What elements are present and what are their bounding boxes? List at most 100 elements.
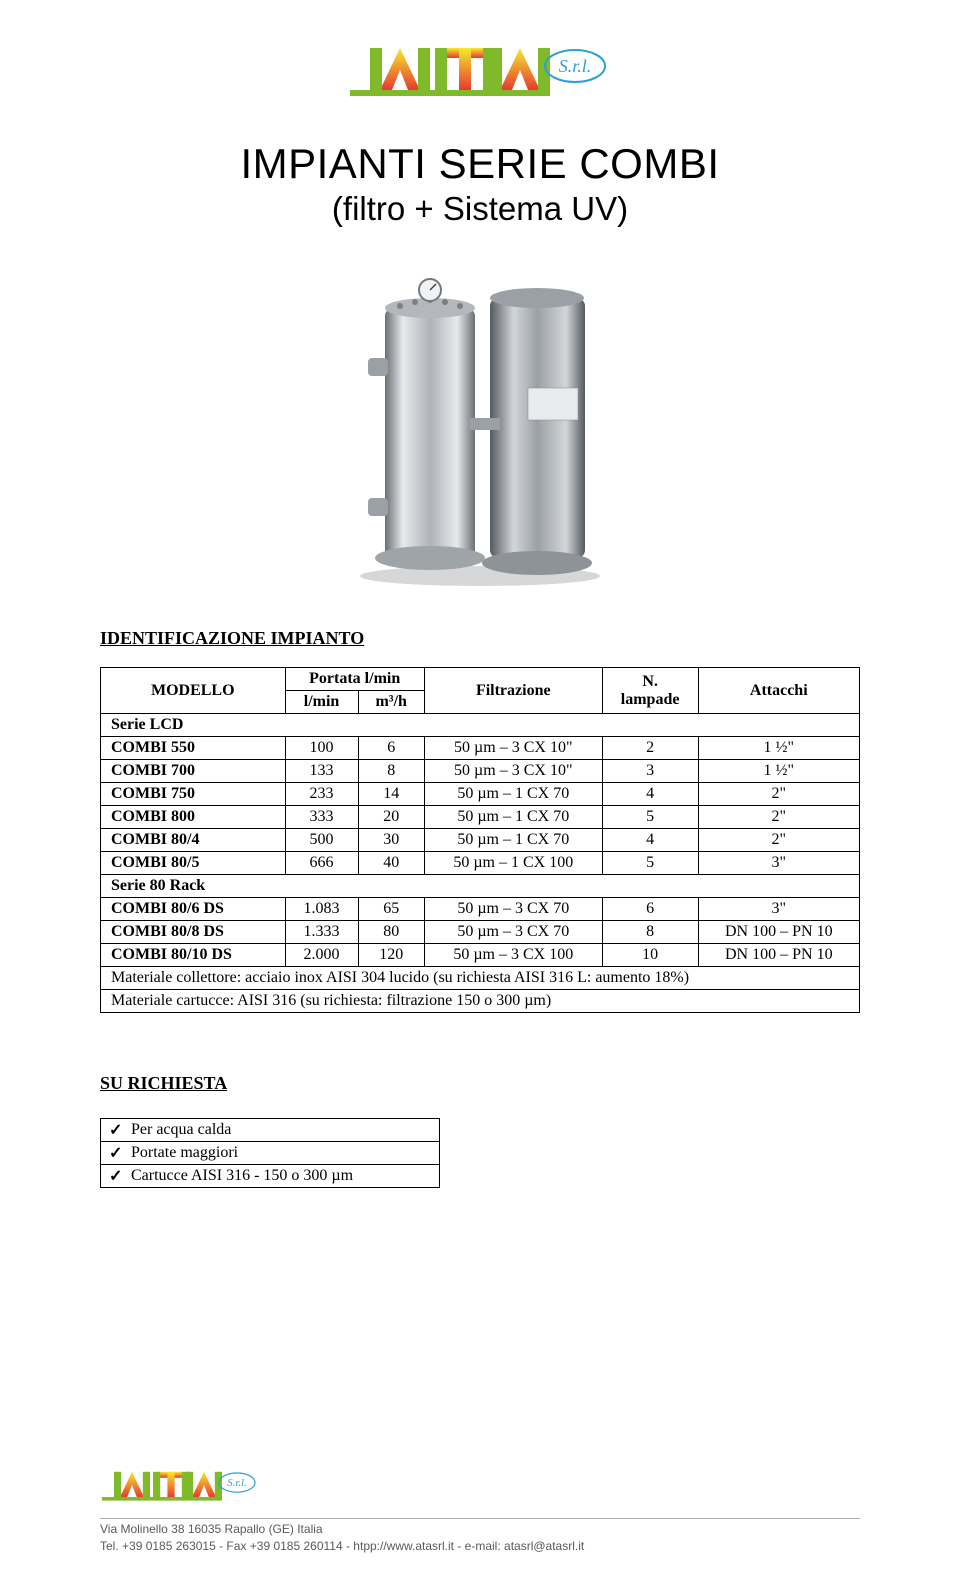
section-heading-su-richiesta: SU RICHIESTA: [100, 1073, 860, 1094]
svg-text:S.r.l.: S.r.l.: [227, 1478, 247, 1490]
cell-lmin: 233: [285, 783, 358, 806]
cell-filtrazione: 50 µm – 3 CX 70: [424, 921, 602, 944]
checklist-item: ✓Cartucce AISI 316 - 150 o 300 µm: [101, 1165, 439, 1187]
spec-table: MODELLO Portata l/min Filtrazione N. lam…: [100, 667, 860, 1013]
checklist-item: ✓Portate maggiori: [101, 1142, 439, 1165]
cell-filtrazione: 50 µm – 1 CX 100: [424, 852, 602, 875]
cell-lmin: 333: [285, 806, 358, 829]
cell-modello: COMBI 550: [101, 737, 286, 760]
cell-filtrazione: 50 µm – 3 CX 70: [424, 898, 602, 921]
cell-attacchi: DN 100 – PN 10: [698, 944, 859, 967]
ata-logo-icon: S.r.l.: [350, 40, 610, 110]
cell-modello: COMBI 750: [101, 783, 286, 806]
cell-nlampade: 10: [602, 944, 698, 967]
cell-m3h: 30: [358, 829, 424, 852]
cell-m3h: 120: [358, 944, 424, 967]
cell-m3h: 14: [358, 783, 424, 806]
cell-attacchi: 3": [698, 898, 859, 921]
cell-lmin: 500: [285, 829, 358, 852]
cell-lmin: 1.333: [285, 921, 358, 944]
cell-m3h: 8: [358, 760, 424, 783]
table-row: COMBI 80/45003050 µm – 1 CX 7042": [101, 829, 860, 852]
th-m3h: m³/h: [358, 691, 424, 714]
product-image: [100, 268, 860, 588]
check-icon: ✓: [109, 1120, 131, 1140]
table-row: COMBI 550100650 µm – 3 CX 10"21 ½": [101, 737, 860, 760]
cell-modello: COMBI 800: [101, 806, 286, 829]
cell-filtrazione: 50 µm – 1 CX 70: [424, 829, 602, 852]
cell-modello: COMBI 80/5: [101, 852, 286, 875]
cell-lmin: 1.083: [285, 898, 358, 921]
page-subtitle: (filtro + Sistema UV): [100, 190, 860, 228]
footer-contact: Tel. +39 0185 263015 - Fax +39 0185 2601…: [100, 1538, 860, 1555]
cell-m3h: 65: [358, 898, 424, 921]
th-nlampade: N. lampade: [602, 668, 698, 714]
checklist-label: Portate maggiori: [131, 1144, 238, 1162]
checklist-label: Cartucce AISI 316 - 150 o 300 µm: [131, 1167, 353, 1185]
table-row: COMBI 80/6 DS1.0836550 µm – 3 CX 7063": [101, 898, 860, 921]
table-row: COMBI 80/56664050 µm – 1 CX 10053": [101, 852, 860, 875]
checklist-label: Per acqua calda: [131, 1121, 231, 1139]
cell-nlampade: 4: [602, 829, 698, 852]
cell-modello: COMBI 80/4: [101, 829, 286, 852]
th-portata: Portata l/min: [285, 668, 424, 691]
page-title: IMPIANTI SERIE COMBI: [100, 140, 860, 188]
cell-filtrazione: 50 µm – 1 CX 70: [424, 783, 602, 806]
table-row: COMBI 80/10 DS2.00012050 µm – 3 CX 10010…: [101, 944, 860, 967]
check-icon: ✓: [109, 1143, 131, 1163]
th-filtrazione: Filtrazione: [424, 668, 602, 714]
ata-logo-small-icon: S.r.l.: [100, 1467, 260, 1509]
cell-attacchi: 2": [698, 806, 859, 829]
cell-m3h: 80: [358, 921, 424, 944]
cell-m3h: 40: [358, 852, 424, 875]
cell-filtrazione: 50 µm – 3 CX 10": [424, 737, 602, 760]
cell-attacchi: 2": [698, 829, 859, 852]
cell-nlampade: 5: [602, 852, 698, 875]
section-heading-identificazione: IDENTIFICAZIONE IMPIANTO: [100, 628, 860, 649]
table-row: COMBI 80/8 DS1.3338050 µm – 3 CX 708DN 1…: [101, 921, 860, 944]
group-serie-lcd: Serie LCD: [101, 714, 860, 737]
cell-nlampade: 4: [602, 783, 698, 806]
cell-nlampade: 6: [602, 898, 698, 921]
checklist: ✓Per acqua calda✓Portate maggiori✓Cartuc…: [100, 1118, 440, 1188]
checklist-item: ✓Per acqua calda: [101, 1119, 439, 1142]
cell-lmin: 100: [285, 737, 358, 760]
cell-attacchi: 3": [698, 852, 859, 875]
table-row: COMBI 700133850 µm – 3 CX 10"31 ½": [101, 760, 860, 783]
table-row: COMBI 8003332050 µm – 1 CX 7052": [101, 806, 860, 829]
footer-logo: S.r.l.: [100, 1467, 860, 1514]
title-block: IMPIANTI SERIE COMBI (filtro + Sistema U…: [100, 140, 860, 228]
cell-attacchi: 1 ½": [698, 737, 859, 760]
table-row: COMBI 7502331450 µm – 1 CX 7042": [101, 783, 860, 806]
table-note-2: Materiale cartucce: AISI 316 (su richies…: [101, 990, 860, 1013]
cell-modello: COMBI 700: [101, 760, 286, 783]
logo-srl-text: S.r.l.: [559, 56, 592, 76]
cell-filtrazione: 50 µm – 3 CX 100: [424, 944, 602, 967]
th-attacchi: Attacchi: [698, 668, 859, 714]
cell-attacchi: 1 ½": [698, 760, 859, 783]
cell-modello: COMBI 80/10 DS: [101, 944, 286, 967]
cell-filtrazione: 50 µm – 1 CX 70: [424, 806, 602, 829]
cell-modello: COMBI 80/8 DS: [101, 921, 286, 944]
cell-lmin: 133: [285, 760, 358, 783]
footer-divider: [100, 1518, 860, 1519]
cell-m3h: 6: [358, 737, 424, 760]
cell-lmin: 666: [285, 852, 358, 875]
cell-modello: COMBI 80/6 DS: [101, 898, 286, 921]
cell-filtrazione: 50 µm – 3 CX 10": [424, 760, 602, 783]
cell-attacchi: 2": [698, 783, 859, 806]
cell-nlampade: 5: [602, 806, 698, 829]
page-footer: S.r.l. Via Molinello 38 16035 Rapallo (G…: [0, 1467, 960, 1585]
cell-m3h: 20: [358, 806, 424, 829]
footer-address: Via Molinello 38 16035 Rapallo (GE) Ital…: [100, 1521, 860, 1538]
filter-device-icon: [330, 268, 630, 588]
th-modello: MODELLO: [101, 668, 286, 714]
cell-lmin: 2.000: [285, 944, 358, 967]
th-lmin: l/min: [285, 691, 358, 714]
table-note-1: Materiale collettore: acciaio inox AISI …: [101, 967, 860, 990]
group-serie-80-rack: Serie 80 Rack: [101, 875, 860, 898]
cell-nlampade: 3: [602, 760, 698, 783]
header-logo: S.r.l.: [100, 40, 860, 110]
check-icon: ✓: [109, 1166, 131, 1186]
cell-nlampade: 2: [602, 737, 698, 760]
